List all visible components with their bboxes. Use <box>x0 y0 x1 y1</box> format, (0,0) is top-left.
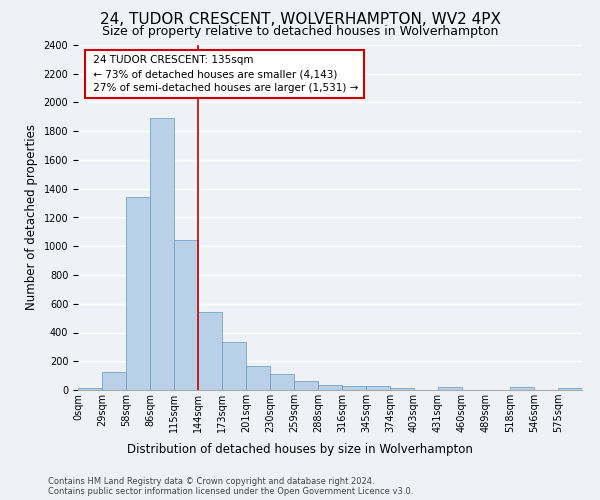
Bar <box>126 198 150 390</box>
Bar <box>270 374 294 390</box>
Bar <box>294 382 318 390</box>
Text: 24, TUDOR CRESCENT, WOLVERHAMPTON, WV2 4PX: 24, TUDOR CRESCENT, WOLVERHAMPTON, WV2 4… <box>100 12 500 28</box>
Bar <box>102 372 126 390</box>
Text: Contains HM Land Registry data © Crown copyright and database right 2024.: Contains HM Land Registry data © Crown c… <box>48 478 374 486</box>
Bar <box>150 118 174 390</box>
Bar <box>366 386 390 390</box>
Text: Contains public sector information licensed under the Open Government Licence v3: Contains public sector information licen… <box>48 488 413 496</box>
Bar <box>198 312 222 390</box>
Bar <box>174 240 198 390</box>
Bar <box>438 387 462 390</box>
Bar <box>318 384 342 390</box>
Bar <box>246 366 270 390</box>
Bar <box>342 386 366 390</box>
Bar <box>78 388 102 390</box>
Y-axis label: Number of detached properties: Number of detached properties <box>25 124 38 310</box>
Text: Distribution of detached houses by size in Wolverhampton: Distribution of detached houses by size … <box>127 442 473 456</box>
Bar <box>510 388 534 390</box>
Bar <box>558 388 582 390</box>
Text: 24 TUDOR CRESCENT: 135sqm
 ← 73% of detached houses are smaller (4,143)
 27% of : 24 TUDOR CRESCENT: 135sqm ← 73% of detac… <box>90 55 358 93</box>
Bar <box>390 388 414 390</box>
Bar <box>222 342 246 390</box>
Text: Size of property relative to detached houses in Wolverhampton: Size of property relative to detached ho… <box>102 25 498 38</box>
